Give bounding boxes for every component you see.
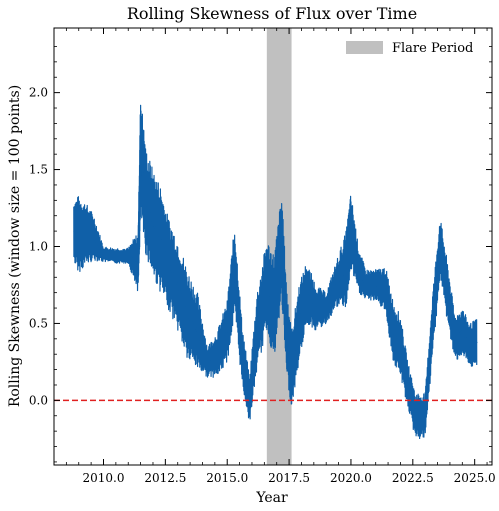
series-line-fluctuation [73, 104, 478, 440]
x-tick-label: 2015.0 [206, 471, 248, 485]
plot-area: 2010.0 2012.5 2015.0 2017.5 2020.0 2022.5 2025… [29, 27, 496, 485]
series-line [73, 154, 478, 417]
x-tick-label: 2020.0 [330, 471, 372, 485]
y-tick-label: 2.0 [29, 86, 48, 100]
y-tick-label: 0.5 [29, 316, 48, 330]
x-tick-label: 2022.5 [392, 471, 434, 485]
chart-title: Rolling Skewness of Flux over Time [127, 4, 417, 23]
y-tick-label: 1.5 [29, 163, 48, 177]
x-tick-label: 2012.5 [144, 471, 186, 485]
legend-label-flare-period: Flare Period [392, 41, 473, 56]
legend: Flare Period [346, 41, 473, 56]
x-tick-label: 2010.0 [82, 471, 124, 485]
y-tick-label: 0.0 [29, 393, 48, 407]
x-axis-label: Year [255, 490, 288, 506]
y-axis-label: Rolling Skewness (window size = 100 poin… [7, 85, 23, 407]
legend-swatch-flare-period [346, 41, 383, 54]
x-tick-label: 2025.0 [454, 471, 496, 485]
y-tick-label: 1.0 [29, 240, 48, 254]
x-tick-label: 2017.5 [268, 471, 310, 485]
